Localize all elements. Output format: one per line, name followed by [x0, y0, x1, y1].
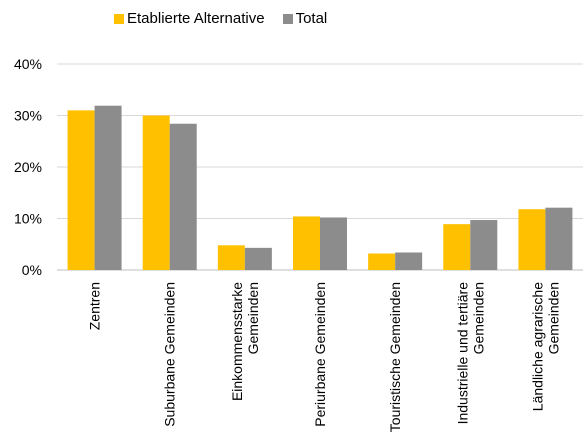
legend-label-etablierte-alternative: Etablierte Alternative — [127, 10, 265, 27]
legend-item-total: Total — [282, 10, 328, 27]
x-tick-label: Suburbane Gemeinden — [162, 282, 178, 427]
y-tick-label: 10% — [14, 211, 42, 227]
x-tick-label: Periurbane Gemeinden — [312, 282, 328, 427]
bar-etablierte-alternative — [518, 209, 546, 270]
bar-total — [470, 220, 498, 270]
bar-etablierte-alternative — [67, 110, 95, 270]
bar-total — [244, 247, 272, 270]
legend-item-etablierte-alternative: Etablierte Alternative — [114, 10, 265, 27]
bar-total — [320, 217, 347, 270]
bar-total — [545, 207, 573, 270]
bar-etablierte-alternative — [368, 253, 396, 270]
bar-total — [395, 252, 423, 270]
bar-total — [94, 105, 122, 270]
x-tick-label: Gemeinden — [545, 282, 561, 354]
x-tick-label: Zentren — [87, 282, 103, 330]
y-tick-label: 40% — [14, 56, 42, 72]
y-tick-label: 0% — [22, 262, 42, 278]
x-tick-label: Gemeinden — [470, 282, 486, 354]
x-tick-label: Einkommensstarke — [229, 282, 245, 401]
y-tick-label: 20% — [14, 159, 42, 175]
legend-swatch-total — [282, 13, 293, 24]
bar-total — [169, 123, 197, 271]
legend-swatch-etablierte-alternative — [114, 13, 124, 24]
bar-etablierte-alternative — [443, 224, 471, 270]
bar-etablierte-alternative — [293, 216, 320, 270]
x-tick-label: Ländliche agrarische — [529, 282, 545, 411]
x-tick-label: Industrielle und tertiäre — [454, 282, 470, 425]
y-tick-label: 30% — [14, 108, 42, 124]
bar-etablierte-alternative — [142, 115, 170, 270]
x-tick-label: Gemeinden — [245, 282, 261, 354]
chart-legend: Etablierte Alternative Total — [114, 10, 345, 27]
bar-etablierte-alternative — [217, 245, 245, 270]
x-tick-label: Touristische Gemeinden — [387, 282, 403, 432]
legend-label-total: Total — [295, 10, 328, 27]
